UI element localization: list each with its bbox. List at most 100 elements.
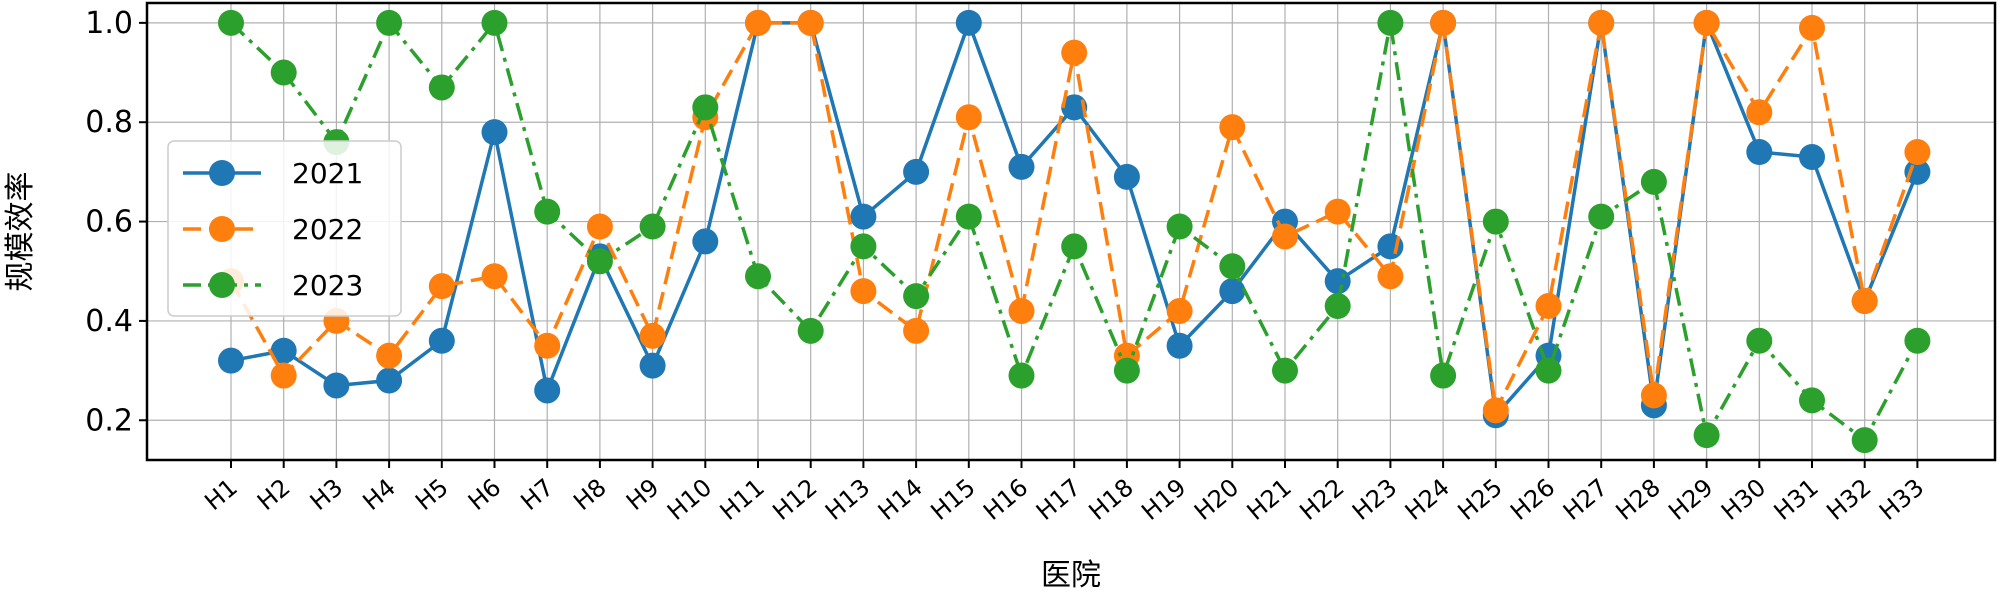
x-tick-label: H4 [357,473,401,516]
x-tick-label: H10 [662,473,717,526]
x-tick-label: H2 [252,473,296,516]
x-tick-label: H33 [1874,473,1929,526]
data-point-2022 [376,342,403,369]
data-point-2023 [1219,253,1246,280]
data-point-2021 [1061,94,1088,121]
x-tick-label: H27 [1558,473,1613,526]
data-point-2021 [903,158,930,185]
data-point-2023 [745,263,771,290]
data-point-2023 [1482,208,1509,235]
data-point-2023 [1535,357,1562,384]
data-point-2022 [534,332,561,359]
legend-label: 2022 [292,213,363,246]
data-point-2022 [745,9,771,36]
series-2022 [218,9,1931,424]
data-point-2023 [1430,362,1457,389]
x-tick-label: H24 [1400,473,1455,526]
x-tick-label: H26 [1505,473,1560,526]
data-point-2022 [850,278,877,305]
data-point-2021 [850,203,877,230]
data-point-2023 [270,59,297,86]
data-point-2023 [1377,9,1404,36]
data-point-2021 [692,228,719,255]
y-tick-label: 0.8 [85,105,133,140]
data-point-2023 [1272,357,1298,384]
x-tick-label: H25 [1452,473,1507,526]
data-point-2022 [1640,382,1667,409]
data-point-2023 [1693,422,1720,449]
legend-label: 2021 [292,157,363,190]
x-tick-label: H1 [199,473,243,516]
data-point-2021 [270,337,297,364]
data-point-2023 [1851,427,1878,454]
data-point-2021 [481,119,508,146]
x-tick-label: H16 [978,473,1033,526]
data-point-2023 [639,213,666,240]
x-tick-label: H22 [1294,473,1349,526]
data-point-2022 [1535,293,1562,320]
x-tick-label: H19 [1136,473,1191,526]
x-tick-label: H23 [1347,473,1402,526]
x-tick-label: H32 [1821,473,1876,526]
data-point-2022 [1851,288,1878,315]
x-axis: H1 H2 H3 H4 H5 H6 H7 H8 H9H10H11H12H13H14H15H16H… [199,460,1929,526]
legend: 2021 2022 2023 [167,140,402,317]
x-tick-label: H20 [1189,473,1244,526]
legend-box [167,140,402,317]
data-point-2022 [903,317,930,344]
x-tick-label: H14 [873,473,928,526]
data-point-2022 [1904,139,1931,166]
x-tick-label: H17 [1031,473,1086,526]
data-point-2021 [323,372,350,399]
x-tick-label: H29 [1663,473,1718,526]
data-point-2023 [1746,327,1773,354]
x-tick-label: H5 [410,473,454,516]
x-tick-label: H21 [1242,473,1297,526]
data-point-2022 [481,263,508,290]
data-point-2023 [481,9,508,36]
data-point-2021 [639,352,666,379]
plot-frame [145,1,1997,462]
legend-label: 2023 [292,269,363,302]
data-point-2023 [850,233,877,260]
x-tick-label: H30 [1716,473,1771,526]
series-2023 [218,9,1931,454]
series-layer [218,9,1931,454]
data-point-2023 [534,198,561,225]
data-point-2023 [1113,357,1140,384]
x-tick-label: H7 [516,473,560,516]
data-point-2023 [797,317,824,344]
data-point-2021 [1324,268,1351,295]
data-point-2022 [428,273,455,300]
data-point-2021 [218,347,244,374]
y-tick-label: 0.6 [85,205,133,240]
x-tick-label: H28 [1611,473,1666,526]
x-tick-label: H9 [621,473,665,516]
data-point-2022 [1588,9,1615,36]
y-axis-label: 规模效率 [3,172,38,292]
data-point-2023 [903,283,930,310]
data-point-2022 [797,9,824,36]
data-point-2023 [1640,168,1667,195]
data-point-2021 [428,327,455,354]
data-point-2021 [1219,278,1246,305]
data-point-2022 [1482,397,1509,424]
x-tick-label: H11 [715,473,770,526]
data-point-2022 [1693,9,1720,36]
y-tick-label: 1.0 [85,6,133,41]
data-point-2023 [218,9,244,36]
data-point-2022 [1324,198,1351,225]
data-point-2022 [1746,99,1773,126]
data-point-2022 [270,362,297,389]
x-tick-label: H8 [568,473,612,516]
y-tick-label: 0.4 [85,304,133,339]
x-tick-label: H15 [925,473,980,526]
data-point-2021 [955,9,982,36]
data-point-2023 [1904,327,1931,354]
data-point-2022 [1272,223,1298,250]
x-tick-label: H6 [463,473,507,516]
data-point-2023 [1166,213,1193,240]
data-point-2022 [1166,297,1193,324]
